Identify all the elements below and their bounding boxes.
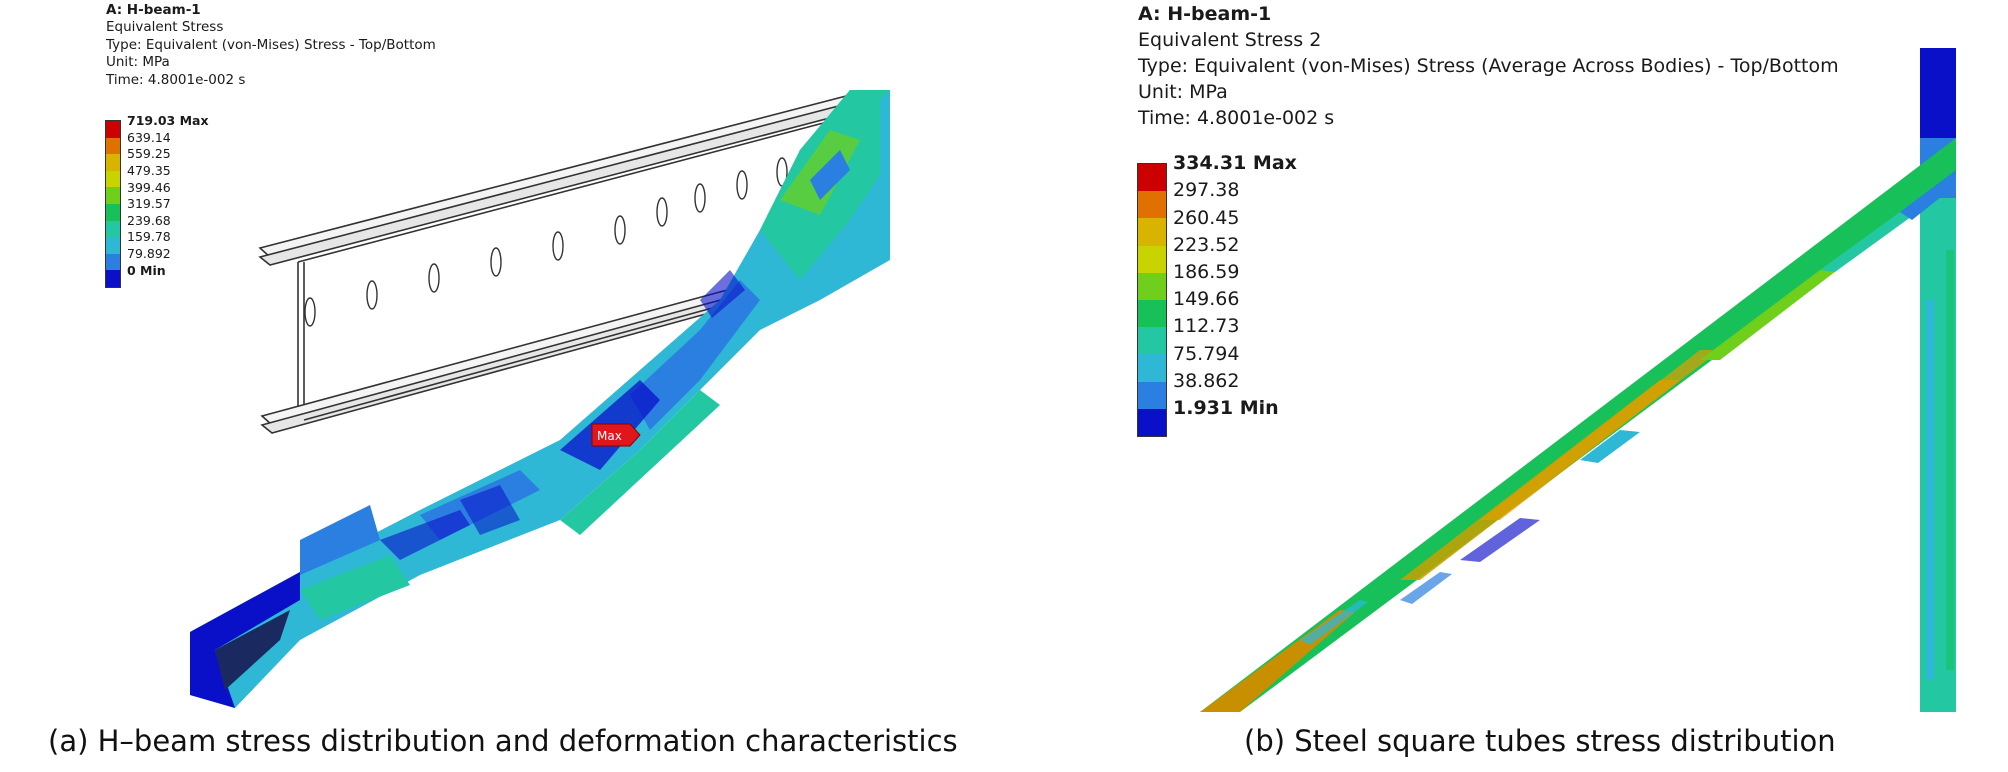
legend-swatch [106, 270, 120, 287]
legend-label: 0 Min [127, 262, 166, 278]
legend-label: 719.03 Max [127, 113, 209, 129]
result-name: Equivalent Stress [106, 19, 224, 36]
result-time: Time: 4.8001e-002 s [106, 71, 246, 88]
legend-swatch [106, 170, 120, 188]
legend-swatch [1138, 164, 1166, 192]
legend-label: 149.66 [1173, 288, 1240, 311]
legend-swatch [106, 204, 120, 221]
legend-border [105, 120, 121, 288]
square-tube-model [1200, 48, 1956, 712]
legend-label: 38.862 [1173, 369, 1240, 392]
legend-swatch [1138, 300, 1166, 328]
legend-swatch [106, 154, 120, 171]
result-header-b: A: H-beam-1 Equivalent Stress 2 Type: Eq… [1138, 1, 1839, 131]
legend-label: 1.931 Min [1173, 397, 1279, 420]
legend-swatch [1138, 381, 1166, 409]
result-header-a: A: H-beam-1 Equivalent Stress Type: Equi… [106, 2, 436, 89]
legend-label: 334.31 Max [1173, 152, 1297, 175]
legend-label: 559.25 [127, 146, 171, 162]
legend-swatch [106, 137, 120, 155]
legend-label: 260.45 [1173, 206, 1240, 229]
result-type: Type: Equivalent (von-Mises) Stress (Ave… [1138, 55, 1839, 77]
diagonal-tube [1200, 138, 1956, 712]
legend-swatch [1138, 272, 1166, 300]
result-title: A: H-beam-1 [106, 2, 201, 18]
legend-swatch [1138, 354, 1166, 382]
legend-label: 159.78 [127, 229, 171, 245]
legend-swatch [106, 220, 120, 238]
legend-swatch [1138, 191, 1166, 219]
legend-swatch [106, 237, 120, 254]
legend-label: 186.59 [1173, 261, 1240, 284]
max-marker-label: Max [597, 429, 622, 443]
legend-label: 297.38 [1173, 179, 1240, 202]
panel-b: A: H-beam-1 Equivalent Stress 2 Type: Eq… [1100, 0, 2008, 772]
legend-label: 79.892 [127, 246, 171, 262]
legend-label: 479.35 [127, 163, 171, 179]
legend-swatch [1138, 218, 1166, 246]
caption-b: (b) Steel square tubes stress distributi… [1244, 724, 1836, 758]
result-time: Time: 4.8001e-002 s [1138, 107, 1335, 129]
legend-label: 399.46 [127, 179, 171, 195]
result-title: A: H-beam-1 [1138, 3, 1272, 25]
max-marker [591, 423, 641, 447]
legend-label: 319.57 [127, 196, 171, 212]
legend-swatch [106, 187, 120, 204]
legend-swatch [106, 121, 120, 138]
legend-label: 239.68 [127, 212, 171, 228]
legend-label: 639.14 [127, 129, 171, 145]
h-beam-model: Max [190, 90, 890, 708]
legend-swatch [1138, 245, 1166, 273]
caption-a: (a) H–beam stress distribution and defor… [48, 724, 958, 758]
legend-swatch [106, 253, 120, 271]
panel-a: Max A: H-beam-1 Equivalent Stress Type: … [48, 2, 958, 758]
legend-label: 75.794 [1173, 342, 1240, 365]
legend-swatch [1138, 408, 1166, 436]
result-unit: Unit: MPa [106, 54, 170, 71]
legend-border [1137, 163, 1167, 437]
legend-label: 223.52 [1173, 233, 1240, 256]
legend-swatch [1138, 327, 1166, 355]
legend-label: 112.73 [1173, 315, 1240, 338]
result-name: Equivalent Stress 2 [1138, 29, 1322, 51]
result-type: Type: Equivalent (von-Mises) Stress - To… [106, 36, 436, 53]
result-unit: Unit: MPa [1138, 81, 1228, 103]
